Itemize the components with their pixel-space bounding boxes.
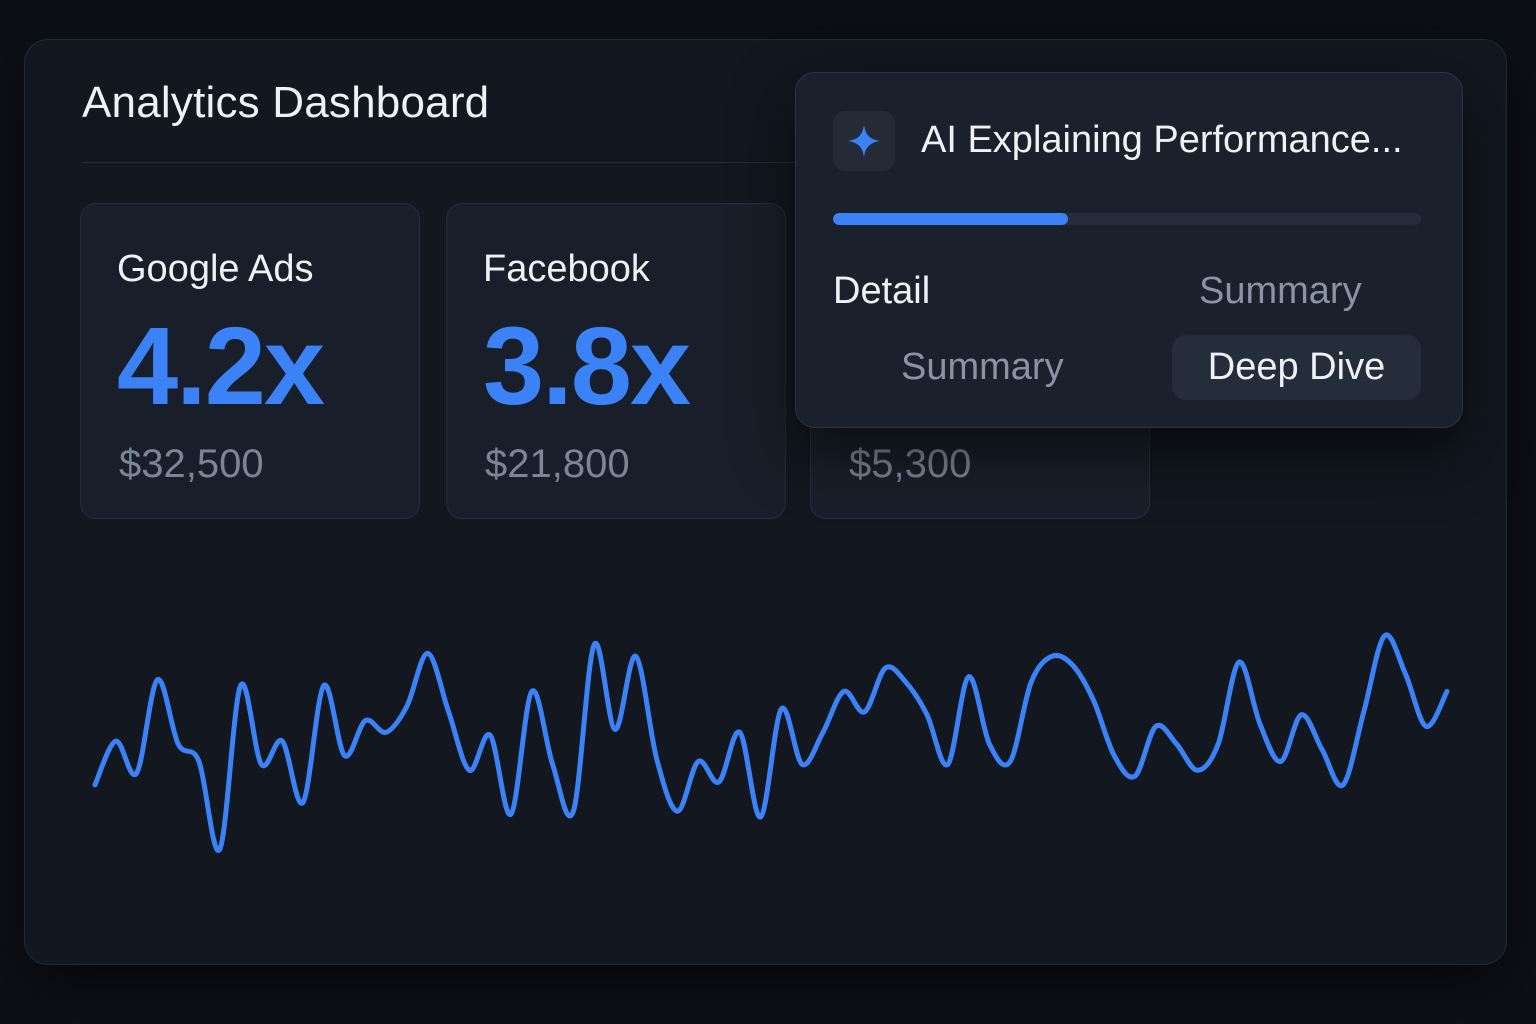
ai-explain-popover: AI Explaining Performance... Detail Summ… xyxy=(795,72,1463,428)
spend-value: $5,300 xyxy=(849,442,972,486)
option-detail[interactable]: Detail xyxy=(833,270,931,312)
series-line xyxy=(92,632,1450,853)
roas-value: 4.2x xyxy=(117,305,325,428)
option-summary-secondary[interactable]: Summary xyxy=(1199,270,1362,312)
roas-value: 3.8x xyxy=(483,305,691,428)
channel-card-facebook[interactable]: Facebook 3.8x $21,800 xyxy=(446,203,786,519)
ai-progress-bar xyxy=(833,213,1421,225)
page-title: Analytics Dashboard xyxy=(82,78,490,127)
option-deep-dive[interactable]: Deep Dive xyxy=(1172,335,1421,400)
sparkle-icon xyxy=(833,111,895,171)
option-summary[interactable]: Summary xyxy=(901,346,1064,388)
channel-card-google-ads[interactable]: Google Ads 4.2x $32,500 xyxy=(80,203,420,519)
ai-status-title: AI Explaining Performance... xyxy=(921,119,1403,161)
card-label: Facebook xyxy=(483,248,650,290)
header-divider xyxy=(81,162,821,163)
ai-progress-fill xyxy=(833,213,1069,225)
performance-line-chart xyxy=(92,632,1450,853)
spend-value: $21,800 xyxy=(485,442,630,486)
card-label: Google Ads xyxy=(117,248,314,290)
spend-value: $32,500 xyxy=(119,442,264,486)
